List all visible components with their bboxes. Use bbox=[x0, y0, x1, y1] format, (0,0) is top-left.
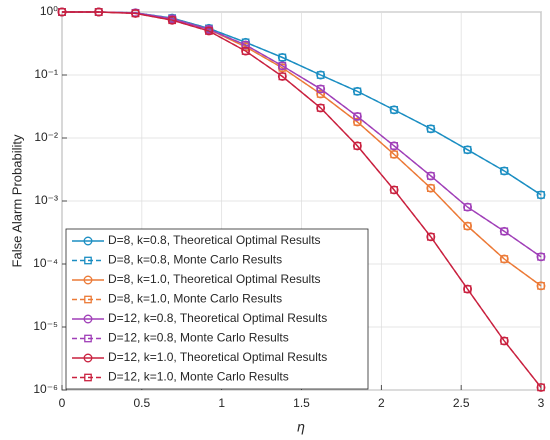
legend-label: D=8, k=0.8, Monte Carlo Results bbox=[108, 253, 282, 267]
marker bbox=[463, 222, 472, 230]
marker bbox=[537, 281, 545, 290]
marker bbox=[316, 90, 325, 98]
x-tick-label: 2.5 bbox=[453, 396, 470, 410]
x-tick-label: 3 bbox=[538, 396, 545, 410]
marker bbox=[84, 373, 92, 382]
marker bbox=[463, 145, 472, 154]
legend-label: D=12, k=0.8, Monte Carlo Results bbox=[108, 331, 289, 345]
marker bbox=[463, 285, 472, 293]
y-tick-label: 10⁻⁶ bbox=[33, 382, 58, 396]
line bbox=[62, 11, 542, 287]
marker bbox=[278, 72, 287, 81]
marker bbox=[537, 191, 545, 199]
marker bbox=[426, 184, 435, 192]
marker bbox=[84, 334, 92, 343]
y-tick-label: 10⁻¹ bbox=[34, 67, 58, 81]
y-tick-label: 10⁻⁵ bbox=[33, 319, 58, 333]
x-tick-label: 0 bbox=[59, 396, 66, 410]
marker bbox=[83, 353, 93, 363]
line bbox=[62, 11, 542, 258]
marker bbox=[278, 53, 287, 62]
marker bbox=[316, 85, 325, 93]
marker bbox=[500, 227, 509, 236]
marker bbox=[205, 27, 213, 35]
y-tick-label: 10⁻⁴ bbox=[33, 256, 58, 270]
legend-label: D=8, k=1.0, Theoretical Optimal Results bbox=[108, 272, 321, 286]
marker bbox=[537, 383, 545, 392]
marker bbox=[83, 314, 93, 324]
marker bbox=[390, 150, 398, 159]
marker bbox=[353, 142, 362, 150]
legend-box bbox=[65, 228, 369, 390]
legend-label: D=12, k=1.0, Monte Carlo Results bbox=[108, 370, 289, 384]
marker bbox=[500, 167, 509, 175]
marker bbox=[58, 8, 66, 16]
marker bbox=[83, 236, 93, 246]
series bbox=[58, 8, 545, 392]
line bbox=[62, 11, 542, 388]
legend-label: D=12, k=0.8, Theoretical Optimal Results bbox=[108, 311, 327, 325]
legend-label: D=8, k=0.8, Theoretical Optimal Results bbox=[108, 233, 321, 247]
marker bbox=[390, 186, 398, 194]
legend: D=8, k=0.8, Theoretical Optimal Results D… bbox=[65, 228, 369, 390]
marker bbox=[500, 255, 509, 263]
y-tick-label: 10⁻³ bbox=[34, 193, 58, 207]
y-axis-label: False Alarm Probability bbox=[9, 134, 24, 267]
marker bbox=[131, 9, 140, 18]
marker bbox=[500, 337, 509, 345]
line bbox=[62, 11, 542, 196]
marker bbox=[463, 203, 472, 211]
marker bbox=[84, 256, 92, 265]
marker bbox=[390, 105, 398, 114]
marker bbox=[353, 87, 362, 96]
marker bbox=[241, 47, 250, 55]
x-tick-label: 2 bbox=[378, 396, 385, 410]
marker bbox=[84, 295, 92, 304]
marker bbox=[537, 252, 545, 261]
legend-label: D=8, k=1.0, Monte Carlo Results bbox=[108, 292, 282, 306]
marker bbox=[94, 8, 103, 16]
x-tick-label: 1 bbox=[218, 396, 225, 410]
marker bbox=[353, 112, 362, 121]
y-tick-label: 10⁻² bbox=[34, 130, 58, 144]
marker bbox=[278, 61, 287, 70]
marker bbox=[316, 71, 325, 79]
marker bbox=[316, 104, 325, 112]
marker bbox=[426, 172, 435, 180]
y-tick-label: 10⁰ bbox=[40, 4, 58, 18]
marker bbox=[353, 118, 362, 126]
marker bbox=[168, 16, 177, 25]
legend-label: D=12, k=1.0, Theoretical Optimal Results bbox=[108, 350, 327, 364]
x-axis-label: η bbox=[297, 419, 305, 435]
x-tick-label: 0.5 bbox=[133, 396, 150, 410]
marker bbox=[83, 275, 93, 285]
marker bbox=[390, 142, 398, 150]
x-tick-label: 1.5 bbox=[293, 396, 310, 410]
marker bbox=[426, 232, 435, 241]
marker bbox=[426, 124, 435, 133]
